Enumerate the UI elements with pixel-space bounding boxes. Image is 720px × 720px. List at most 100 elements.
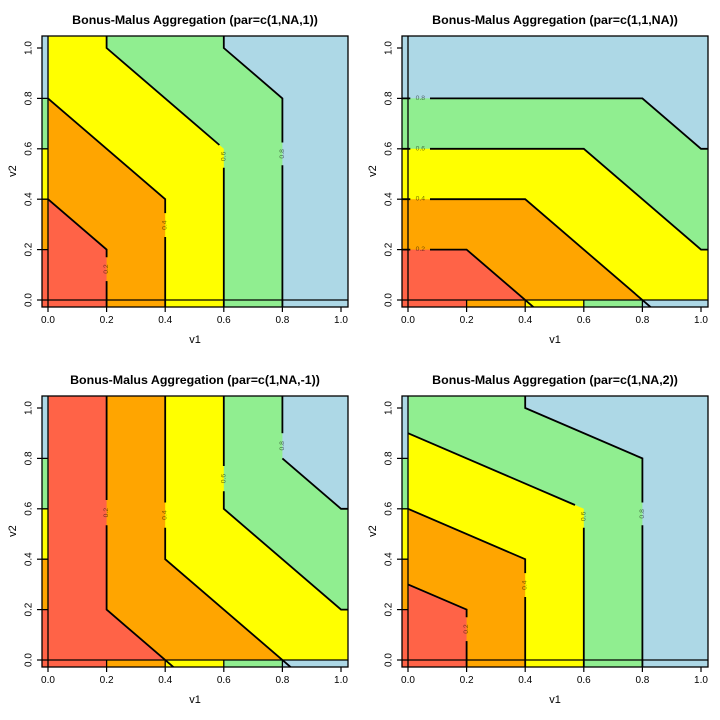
- contour-plot-4: 0.2 0.4 0.6 0.8 0.0 0.0 0.2 0.2 0.4 0.4 0.6 0.6 0.8 0…: [384, 395, 709, 686]
- x-tick-label: 1.0: [334, 315, 348, 326]
- panel-2: 0.2 0.4 0.6 0.8 0.0 0.0 0.2 0.2 0.4 0.4 0.6 0.6 0.8 0…: [360, 0, 720, 360]
- left-strip-green: [42, 98, 49, 149]
- bottom-strip-yellow: [165, 300, 224, 307]
- contour-label: 0.2: [103, 264, 110, 274]
- left-strip-yellow: [42, 148, 49, 200]
- y-tick-label: 0.8: [384, 451, 395, 465]
- contour-label: 0.4: [162, 510, 169, 520]
- left-strip-orange: [42, 199, 49, 250]
- panel-4-title: Bonus-Malus Aggregation (par=c(1,NA,2)): [432, 373, 678, 387]
- panel-3-x-axis-label: v1: [189, 694, 201, 706]
- panel-4: 0.2 0.4 0.6 0.8 0.0 0.0 0.2 0.2 0.4 0.4 0.6 0.6 0.8 0…: [360, 360, 720, 720]
- x-tick-label: 0.4: [158, 315, 172, 326]
- x-tick-label: 0.8: [635, 675, 649, 686]
- bottom-strip-red: [402, 300, 467, 307]
- plot-box: [401, 35, 709, 308]
- contour-label: 0.6: [580, 511, 587, 521]
- panel-3-title: Bonus-Malus Aggregation (par=c(1,NA,-1)): [70, 373, 320, 387]
- contour-line: [105, 36, 220, 146]
- y-tick-label: 0.2: [384, 602, 395, 616]
- panel-1-y-axis-label: v2: [7, 165, 19, 177]
- y-tick-label: 1.0: [384, 401, 395, 415]
- contour-label: 0.2: [463, 624, 470, 634]
- plot-box: [41, 35, 349, 308]
- contour-plot-3: 0.2 0.4 0.6 0.8 0.0 0.0 0.2 0.2 0.4 0.4 0.6 0.6 0.8 0…: [24, 395, 349, 686]
- contour-line: [430, 248, 535, 307]
- panel-1-title: Bonus-Malus Aggregation (par=c(1,NA,1)): [72, 13, 318, 27]
- contour-label: 0.6: [220, 151, 227, 161]
- contour-region-red: [42, 396, 174, 667]
- left-strip-red: [42, 249, 49, 307]
- contour-label: 0.4: [162, 220, 169, 230]
- bottom-strip-green: [583, 300, 643, 307]
- y-tick-label: 0.2: [24, 602, 35, 616]
- panel-4-y-axis-label: v2: [367, 525, 379, 537]
- contour-line: [430, 198, 652, 307]
- contour-plot-2: 0.2 0.4 0.6 0.8 0.0 0.0 0.2 0.2 0.4 0.4 0.6 0.6 0.8 0…: [384, 35, 709, 326]
- contour-label: 0.4: [522, 580, 529, 590]
- x-tick-label: 0.4: [518, 675, 532, 686]
- contour-line: [430, 97, 708, 150]
- left-strip-red: [42, 609, 49, 667]
- y-tick-label: 1.0: [384, 41, 395, 55]
- contour-line: [524, 396, 644, 503]
- x-tick-label: 0.6: [577, 675, 591, 686]
- contour-line: [222, 491, 348, 611]
- plot-box: [41, 395, 349, 668]
- left-strip-red: [402, 249, 409, 307]
- contour-line: [222, 36, 284, 143]
- x-tick-label: 0.8: [275, 675, 289, 686]
- x-tick-label: 0.8: [275, 315, 289, 326]
- bottom-strip-green: [583, 660, 643, 667]
- left-strip-orange: [42, 559, 49, 610]
- x-tick-label: 0.2: [100, 315, 114, 326]
- y-tick-label: 1.0: [24, 401, 35, 415]
- x-tick-label: 0.0: [41, 675, 55, 686]
- bottom-strip-green: [223, 660, 283, 667]
- y-tick-label: 0.0: [384, 293, 395, 307]
- y-tick-label: 0.6: [24, 141, 35, 155]
- x-tick-label: 0.8: [635, 315, 649, 326]
- x-tick-label: 0.4: [518, 315, 532, 326]
- bottom-strip-green: [223, 300, 283, 307]
- left-strip-yellow: [42, 508, 49, 560]
- left-strip-orange: [402, 559, 409, 610]
- x-tick-label: 0.6: [217, 315, 231, 326]
- x-tick-label: 0.0: [401, 675, 415, 686]
- contour-label: 0.6: [416, 145, 426, 152]
- x-tick-label: 1.0: [694, 315, 708, 326]
- left-strip-yellow: [402, 148, 409, 200]
- left-strip-green: [402, 458, 409, 509]
- bottom-strip-orange: [106, 660, 166, 667]
- bottom-strip-blue: [642, 300, 708, 307]
- bottom-strip-blue: [282, 660, 348, 667]
- contour-label: 0.8: [639, 509, 646, 519]
- panel-2-x-axis-label: v1: [549, 334, 561, 346]
- panel-3: 0.2 0.4 0.6 0.8 0.0 0.0 0.2 0.2 0.4 0.4 0.6 0.6 0.8 0…: [0, 360, 360, 720]
- panel-1-x-axis-label: v1: [189, 334, 201, 346]
- contour-label: 0.2: [103, 508, 110, 518]
- contour-line: [47, 198, 108, 258]
- contour-label: 0.6: [220, 474, 227, 484]
- contour-line: [430, 147, 708, 251]
- bottom-strip-yellow: [525, 660, 584, 667]
- y-tick-label: 0.8: [24, 451, 35, 465]
- contour-line: [105, 525, 175, 667]
- left-strip-blue: [402, 396, 409, 459]
- x-tick-label: 0.6: [577, 315, 591, 326]
- left-strip-yellow: [402, 508, 409, 560]
- left-strip-red: [402, 609, 409, 667]
- bottom-strip-blue: [282, 300, 348, 307]
- contour-label: 0.4: [416, 196, 426, 203]
- x-tick-label: 1.0: [694, 675, 708, 686]
- bottom-strip-orange: [466, 300, 526, 307]
- y-tick-label: 0.0: [24, 653, 35, 667]
- contour-label: 0.2: [416, 246, 426, 253]
- y-tick-label: 0.4: [24, 192, 35, 206]
- x-tick-label: 0.6: [217, 675, 231, 686]
- contour-label: 0.8: [416, 95, 426, 102]
- panel-2-y-axis-label: v2: [367, 165, 379, 177]
- contour-region-red: [402, 584, 467, 667]
- x-tick-label: 0.2: [460, 315, 474, 326]
